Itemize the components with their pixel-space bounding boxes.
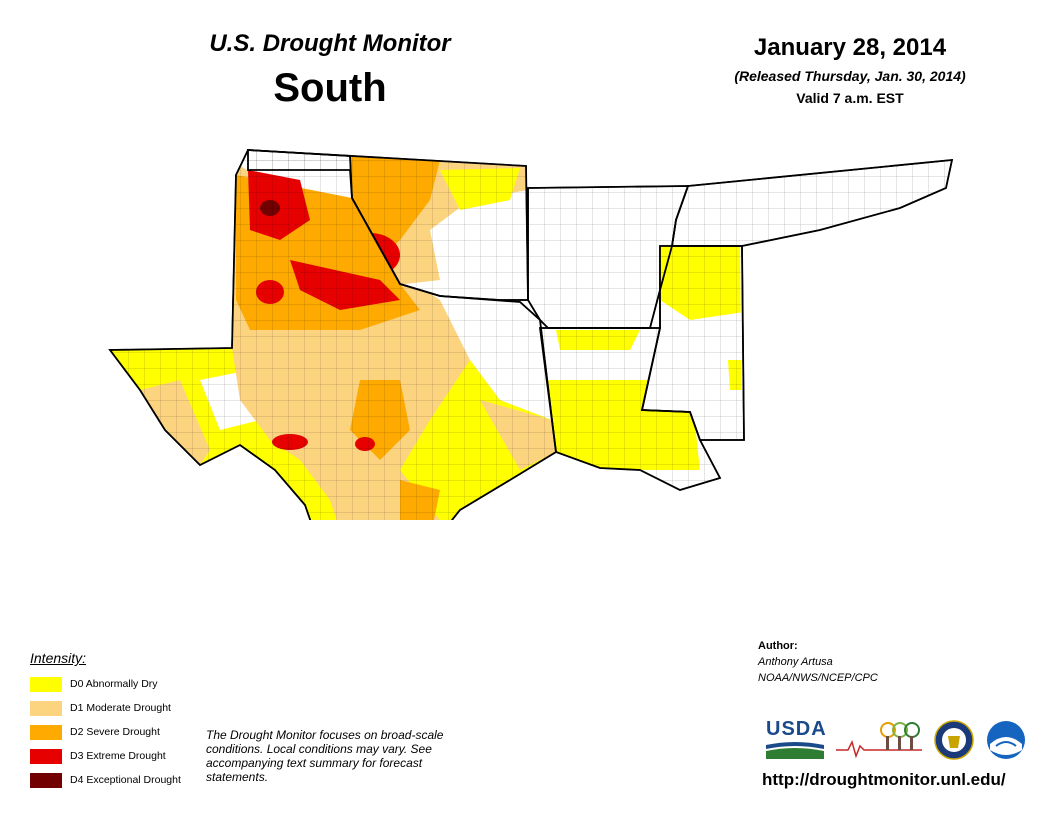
legend-label: D0 Abnormally Dry — [70, 678, 158, 690]
usda-field-icon — [766, 742, 824, 759]
legend-swatch — [30, 724, 62, 740]
noaa-logo-icon — [987, 721, 1025, 759]
legend-swatch — [30, 700, 62, 716]
legend-label: D3 Extreme Drought — [70, 750, 166, 762]
department-of-commerce-seal-icon — [934, 720, 974, 760]
legend-item-d2: D2 Severe Drought — [30, 723, 160, 741]
drought-map — [108, 149, 954, 520]
legend-swatch — [30, 676, 62, 692]
release-date: (Released Thursday, Jan. 30, 2014) — [734, 68, 966, 84]
legend-swatch — [30, 772, 62, 788]
legend-label: D2 Severe Drought — [70, 726, 160, 738]
legend-item-d4: D4 Exceptional Drought — [30, 771, 181, 789]
map-title: U.S. Drought Monitor — [209, 30, 451, 57]
map-date: January 28, 2014 — [753, 34, 947, 61]
author-name: Anthony Artusa — [758, 656, 833, 668]
valid-time: Valid 7 a.m. EST — [796, 90, 904, 106]
disclaimer-note: The Drought Monitor focuses on broad-sca… — [206, 728, 444, 784]
legend-item-d1: D1 Moderate Drought — [30, 699, 171, 717]
website-url[interactable]: http://droughtmonitor.unl.edu/ — [762, 770, 1006, 789]
usda-logo: USDA — [766, 718, 826, 762]
region-title: South — [273, 66, 387, 110]
legend-item-d3: D3 Extreme Drought — [30, 747, 166, 765]
author-label: Author: — [758, 640, 798, 652]
ndmc-tree-logo-icon — [836, 722, 922, 759]
legend-title: Intensity: — [30, 650, 87, 666]
legend-item-d0: D0 Abnormally Dry — [30, 675, 158, 693]
legend-swatch — [30, 748, 62, 764]
author-org: NOAA/NWS/NCEP/CPC — [758, 672, 878, 684]
legend-label: D1 Moderate Drought — [70, 702, 171, 714]
legend-label: D4 Exceptional Drought — [70, 774, 181, 786]
